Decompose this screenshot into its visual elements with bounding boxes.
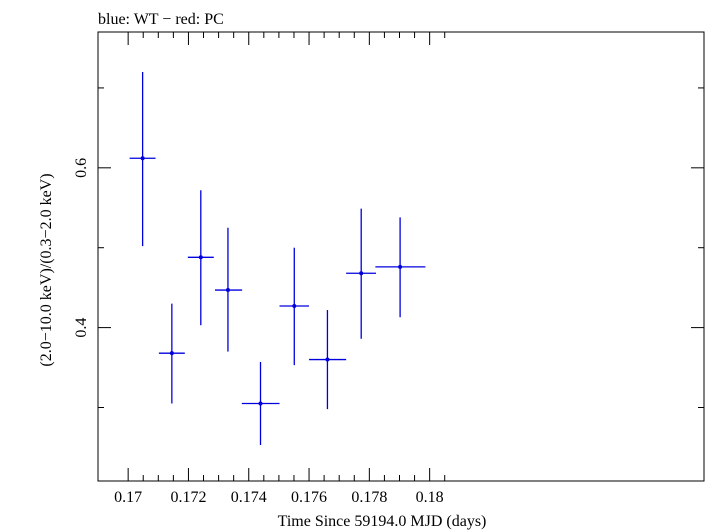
data-point [158,303,185,404]
axis-tick-labels: 0.17 0.172 0.174 0.176 0.178 0.18 0.4 0.6 [73,158,444,506]
point-marker [359,271,364,276]
x-tick-label: 0.176 [291,489,327,506]
point-marker [398,264,403,269]
point-marker [258,401,263,406]
data-point [241,361,280,446]
x-tick-label: 0.178 [351,489,387,506]
point-marker [140,156,145,161]
point-marker [225,288,230,293]
y-axis-label: (2.0−10.0 keV)/(0.3−2.0 keV) [38,173,55,366]
data-point [214,227,243,352]
data-point [375,217,426,318]
y-tick-label: 0.4 [73,318,90,338]
data-point [279,247,310,366]
x-tick-label: 0.172 [170,489,206,506]
point-marker [325,357,330,362]
x-tick-label: 0.18 [416,489,444,506]
point-marker [198,255,203,260]
data-point [187,190,214,326]
x-axis-label: Time Since 59194.0 MJD (days) [278,513,487,530]
data-point [309,310,347,410]
chart-title: blue: WT − red: PC [98,11,224,28]
axis-ticks [98,32,704,481]
y-tick-label: 0.6 [73,158,90,178]
data-points [129,71,426,446]
point-marker [169,351,174,356]
x-tick-label: 0.174 [231,489,267,506]
point-marker [292,304,297,309]
data-point [129,71,156,247]
plot-frame [97,31,705,482]
data-point [346,208,376,339]
x-tick-label: 0.17 [114,489,142,506]
